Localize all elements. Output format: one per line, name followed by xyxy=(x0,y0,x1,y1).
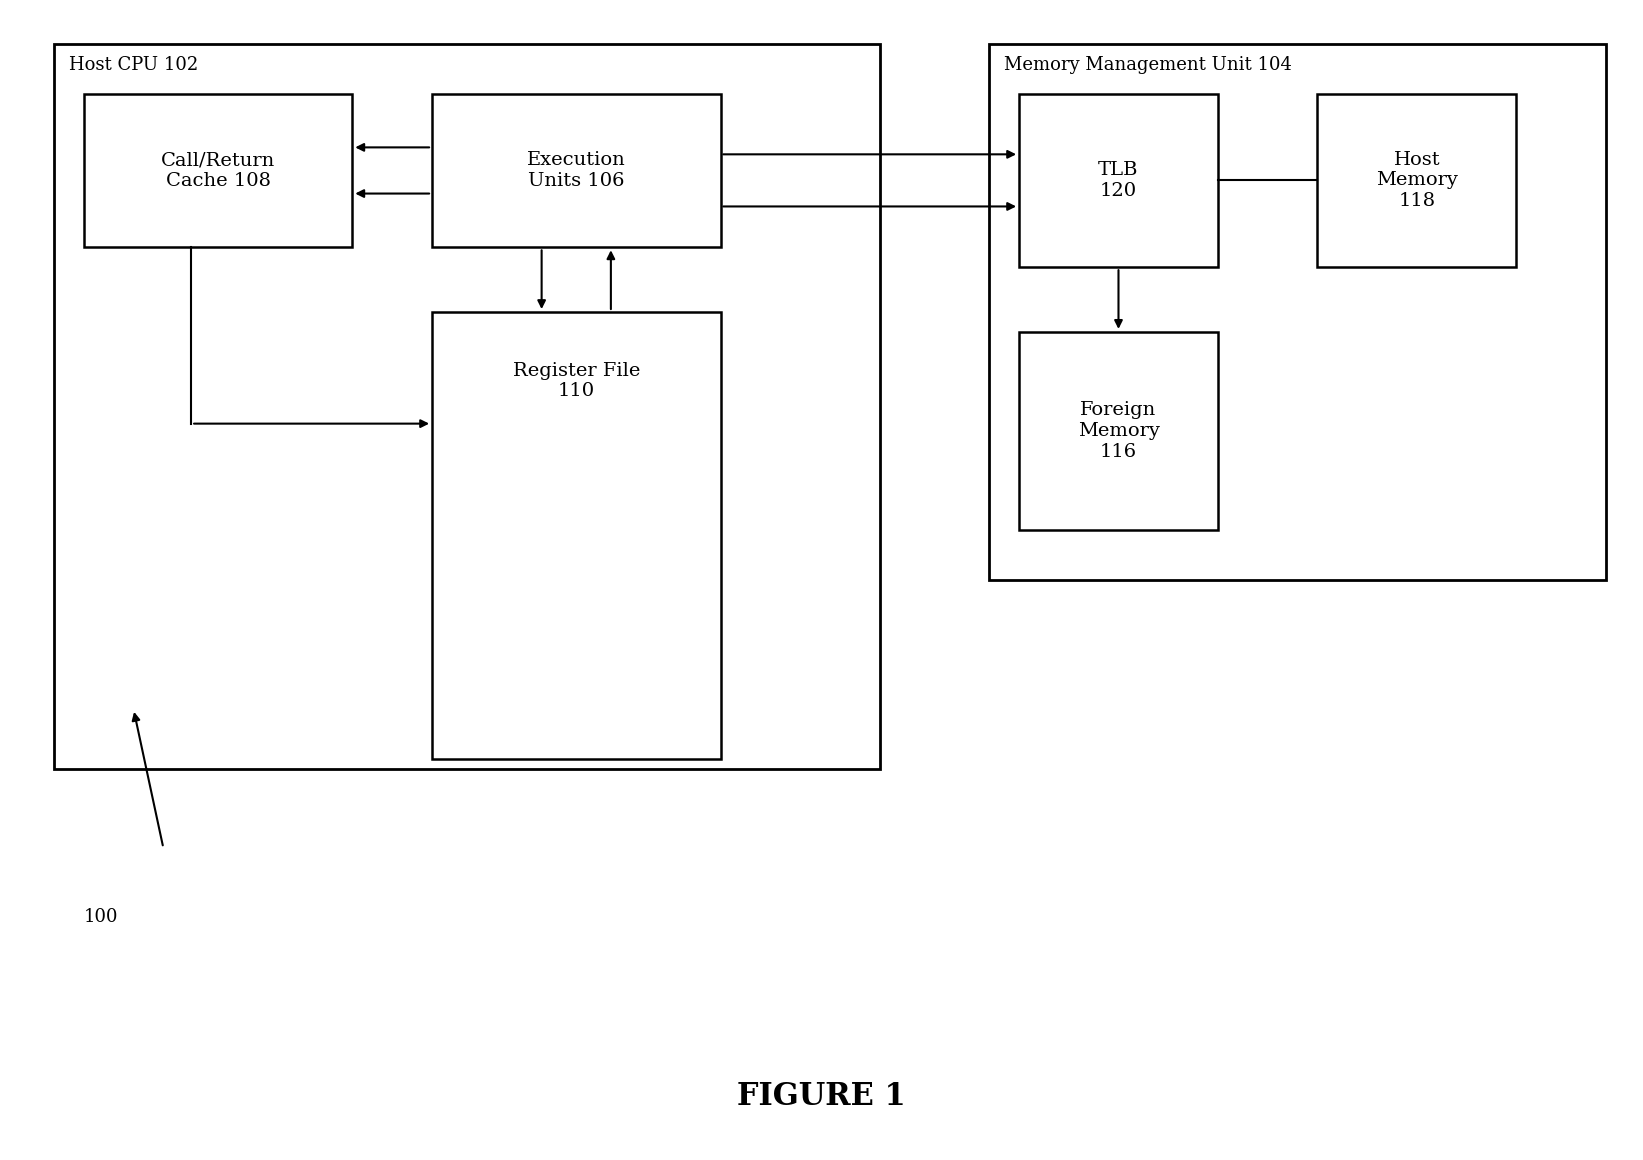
Bar xyxy=(1019,94,1217,267)
Text: Call/Return
Cache 108: Call/Return Cache 108 xyxy=(161,151,274,190)
Text: Execution
Units 106: Execution Units 106 xyxy=(527,151,626,190)
Text: FIGURE 1: FIGURE 1 xyxy=(738,1081,905,1111)
Bar xyxy=(1318,94,1516,267)
Bar xyxy=(989,44,1605,580)
Bar xyxy=(432,312,721,759)
Text: Register File
110: Register File 110 xyxy=(513,362,639,400)
Bar xyxy=(54,44,879,769)
Text: Foreign
Memory
116: Foreign Memory 116 xyxy=(1078,401,1160,461)
Bar xyxy=(84,94,352,247)
Text: 100: 100 xyxy=(84,907,118,926)
Text: TLB
120: TLB 120 xyxy=(1098,161,1139,200)
Bar xyxy=(432,94,721,247)
Text: Memory Management Unit 104: Memory Management Unit 104 xyxy=(1004,56,1291,74)
Bar xyxy=(1019,332,1217,530)
Text: Host CPU 102: Host CPU 102 xyxy=(69,56,199,74)
Text: Host
Memory
118: Host Memory 118 xyxy=(1377,151,1457,210)
